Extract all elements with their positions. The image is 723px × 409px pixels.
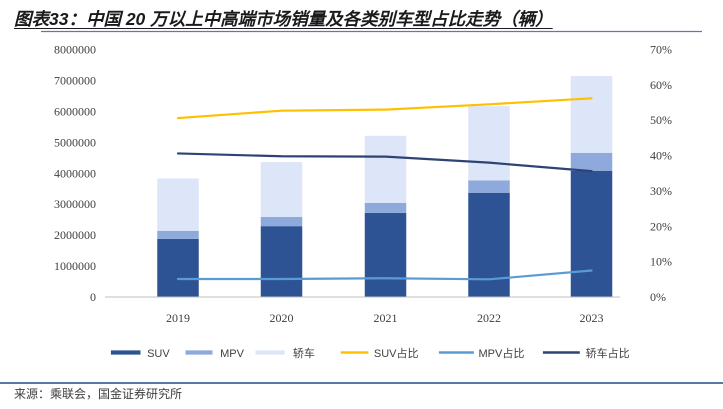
- svg-text:轿车: 轿车: [293, 346, 315, 360]
- svg-text:50%: 50%: [650, 113, 672, 127]
- svg-text:MPV: MPV: [220, 348, 245, 360]
- svg-text:SUV: SUV: [147, 348, 170, 360]
- svg-text:70%: 70%: [650, 43, 672, 57]
- svg-text:2022: 2022: [477, 311, 501, 325]
- svg-text:轿车占比: 轿车占比: [586, 346, 630, 360]
- svg-text:1000000: 1000000: [54, 259, 96, 273]
- svg-text:8000000: 8000000: [54, 43, 96, 57]
- svg-text:30%: 30%: [650, 184, 672, 198]
- svg-text:7000000: 7000000: [54, 73, 96, 87]
- svg-text:20%: 20%: [650, 219, 672, 233]
- svg-text:2021: 2021: [374, 311, 398, 325]
- svg-text:2019: 2019: [166, 311, 190, 325]
- svg-text:2000000: 2000000: [54, 228, 96, 242]
- svg-text:2023: 2023: [580, 311, 604, 325]
- svg-text:MPV占比: MPV占比: [479, 346, 525, 360]
- svg-text:5000000: 5000000: [54, 135, 96, 149]
- svg-text:4000000: 4000000: [54, 166, 96, 180]
- svg-text:10%: 10%: [650, 255, 672, 269]
- svg-text:2020: 2020: [270, 311, 294, 325]
- svg-text:6000000: 6000000: [54, 104, 96, 118]
- svg-text:60%: 60%: [650, 78, 672, 92]
- svg-text:0: 0: [90, 290, 96, 304]
- svg-text:3000000: 3000000: [54, 197, 96, 211]
- svg-text:SUV占比: SUV占比: [374, 346, 419, 360]
- svg-text:0%: 0%: [650, 290, 666, 304]
- svg-text:40%: 40%: [650, 149, 672, 163]
